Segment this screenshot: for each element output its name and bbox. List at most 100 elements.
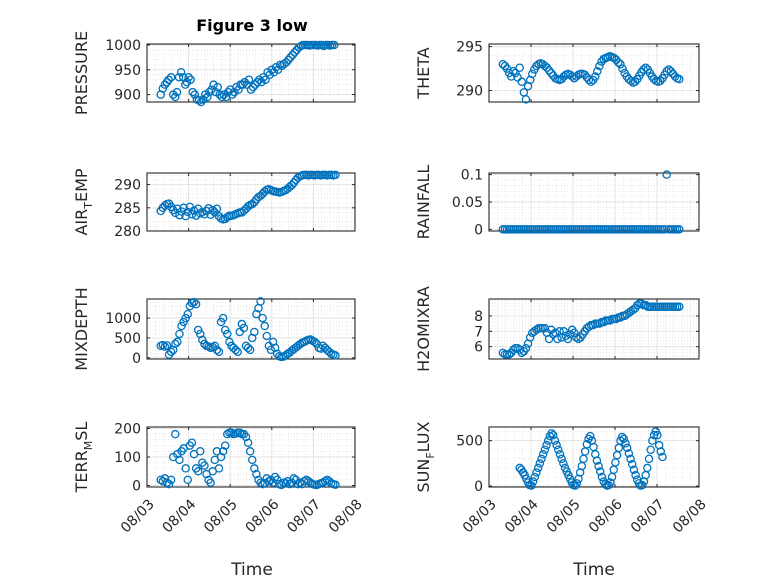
data-point: [622, 72, 632, 81]
data-point: [234, 85, 243, 94]
data-point: [595, 61, 604, 71]
y-tick-label: 6: [474, 340, 483, 356]
data-point: [574, 334, 583, 344]
data-point: [592, 456, 602, 465]
data-point: [195, 447, 205, 456]
data-point: [630, 77, 640, 87]
data-point: [228, 90, 237, 99]
data-point: [666, 66, 676, 76]
data-point: [540, 445, 550, 454]
data-point: [209, 80, 218, 89]
data-point: [227, 428, 236, 437]
data-point: [223, 87, 233, 97]
y-tick-label: 0: [132, 351, 141, 367]
data-point: [237, 319, 247, 329]
data-point: [509, 345, 518, 355]
data-point: [258, 313, 267, 323]
data-point: [660, 225, 669, 234]
data-point: [266, 345, 276, 355]
data-point: [255, 75, 264, 84]
data-point: [210, 341, 220, 351]
data-point: [233, 347, 242, 357]
data-point: [580, 447, 590, 456]
data-point: [193, 467, 203, 476]
data-point: [260, 321, 269, 331]
data-point: [223, 329, 232, 339]
y-tick-label: 500: [456, 434, 483, 450]
data-point: [616, 59, 625, 69]
data-point: [622, 443, 632, 453]
data-point: [618, 64, 627, 73]
data-point: [606, 478, 615, 487]
data-point: [527, 481, 536, 490]
data-point: [580, 70, 590, 80]
data-point: [261, 75, 270, 84]
data-point: [171, 339, 180, 349]
data-point: [218, 313, 228, 323]
data-point: [216, 317, 226, 327]
data-point: [177, 321, 186, 331]
x-tick-label: 08/03: [118, 496, 158, 536]
x-tick-label: 08/07: [284, 496, 324, 536]
data-point: [196, 97, 206, 107]
y-tick-label: 0: [132, 479, 141, 495]
data-point: [262, 331, 272, 341]
data-point: [243, 343, 253, 353]
data-point: [269, 68, 279, 77]
x-tick-label: 08/06: [243, 496, 283, 536]
data-point: [633, 300, 642, 310]
y-tick-label: 950: [114, 63, 141, 79]
y-tick-label: 7: [474, 324, 483, 340]
data-point: [174, 72, 184, 82]
data-point: [591, 72, 600, 81]
data-point: [172, 87, 182, 97]
y-tick-label: 1000: [105, 311, 141, 327]
data-point: [675, 74, 684, 84]
y-axis-label: SUNFLUX: [414, 421, 437, 492]
axes-box: [488, 298, 700, 360]
data-point: [500, 61, 510, 71]
data-point: [212, 345, 222, 355]
data-point: [211, 87, 220, 97]
data-point: [183, 207, 193, 217]
data-point: [498, 59, 508, 69]
data-point: [244, 75, 254, 84]
data-point: [175, 329, 184, 339]
data-point: [245, 447, 255, 456]
data-point: [247, 455, 257, 465]
data-point: [656, 447, 666, 456]
data-point: [264, 477, 274, 486]
data-point: [542, 63, 552, 72]
data-point: [252, 469, 261, 479]
data-point: [171, 208, 180, 218]
data-point: [171, 92, 180, 102]
y-axis-label-subscript: T: [82, 202, 95, 210]
subplot-h2omixra: 678 H2OMIXRA: [414, 286, 700, 372]
data-point: [256, 297, 265, 306]
data-point: [570, 481, 580, 490]
data-point: [183, 309, 193, 319]
data-point: [267, 65, 277, 75]
y-axis-label: AIRTEMP: [72, 168, 95, 235]
data-point: [243, 202, 253, 211]
data-point: [200, 90, 210, 99]
data-point: [208, 205, 217, 215]
data-point: [193, 325, 203, 335]
subplot-theta: 290 295 THETA: [414, 40, 700, 104]
data-point: [212, 447, 222, 456]
data-point: [515, 63, 524, 72]
y-tick-label: 0: [474, 222, 483, 238]
data-point: [248, 82, 258, 92]
data-point: [231, 345, 240, 355]
data-point: [559, 459, 568, 468]
figure-title: Figure 3 low: [196, 16, 308, 35]
data-point: [271, 63, 281, 72]
data-point: [256, 478, 265, 487]
data-point: [675, 225, 684, 234]
y-axis-label-part: THETA: [414, 47, 433, 99]
data-point: [647, 72, 657, 81]
data-point: [216, 452, 226, 462]
data-point: [540, 61, 550, 71]
y-tick-label: 200: [114, 421, 141, 437]
